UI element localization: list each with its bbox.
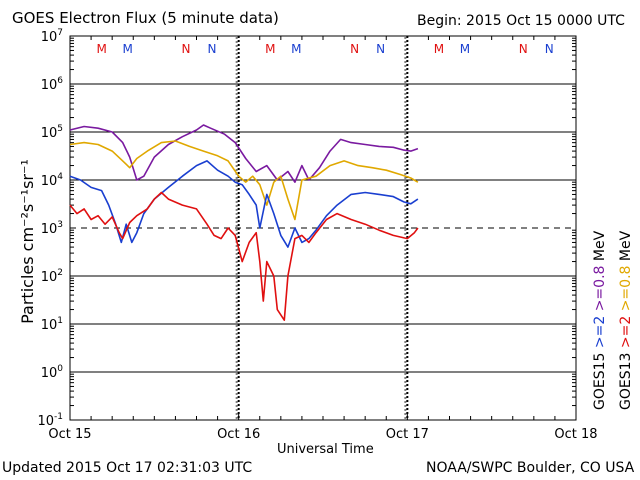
y-tick-label: 106 <box>41 76 64 93</box>
orbit-marker-m: M <box>291 42 301 56</box>
series-line-goes13-0-8-mev <box>69 140 419 221</box>
legend-goes15: GOES15 >=2 >=0.8 MeV <box>592 230 608 410</box>
orbit-marker-m: M <box>265 42 275 56</box>
orbit-marker-n: N <box>376 42 385 56</box>
y-tick-label: 101 <box>41 316 63 333</box>
y-tick-label: 105 <box>41 124 63 141</box>
legend-unit: MeV <box>618 230 634 261</box>
y-tick-label: 10-1 <box>37 412 63 429</box>
series-line-goes15-0-8-mev <box>69 124 419 183</box>
orbit-marker-n: N <box>545 42 554 56</box>
orbit-marker-n: N <box>181 42 190 56</box>
orbit-marker-m: M <box>122 42 132 56</box>
y-tick-label: 102 <box>41 268 63 285</box>
legend-entry: >=2 <box>618 311 634 348</box>
chart-title: GOES Electron Flux (5 minute data) <box>12 9 279 27</box>
y-tick-label: 100 <box>41 364 64 381</box>
legend-satellite-name: GOES13 <box>618 348 634 410</box>
orbit-marker-n: N <box>350 42 359 56</box>
legend-unit: MeV <box>592 230 608 261</box>
begin-timestamp: Begin: 2015 Oct 15 0000 UTC <box>417 13 625 29</box>
y-tick-label: 104 <box>41 172 64 189</box>
x-tick-label: Oct 16 <box>217 427 260 442</box>
x-axis-label: Universal Time <box>277 442 374 457</box>
legend-entry: >=0.8 <box>618 261 634 311</box>
orbit-marker-n: N <box>207 42 216 56</box>
orbit-marker-m: M <box>96 42 106 56</box>
credit-line: NOAA/SWPC Boulder, CO USA <box>426 460 635 476</box>
x-tick-label: Oct 15 <box>48 427 91 442</box>
updated-timestamp: Updated 2015 Oct 17 02:31:03 UTC <box>2 460 253 476</box>
series-line-goes13-2-mev <box>69 191 419 321</box>
legend-satellite-name: GOES15 <box>592 348 608 410</box>
orbit-marker-m: M <box>460 42 470 56</box>
series-line-goes15-2-mev <box>69 160 419 248</box>
x-tick-label: Oct 17 <box>386 427 429 442</box>
x-tick-label: Oct 18 <box>554 427 597 442</box>
y-tick-label: 107 <box>41 28 63 45</box>
y-tick-label: 103 <box>41 220 63 237</box>
orbit-marker-n: N <box>519 42 528 56</box>
legend-goes13: GOES13 >=2 >=0.8 MeV <box>618 230 634 410</box>
legend-entry: >=2 <box>592 311 608 348</box>
legend-entry: >=0.8 <box>592 261 608 311</box>
orbit-marker-m: M <box>434 42 444 56</box>
